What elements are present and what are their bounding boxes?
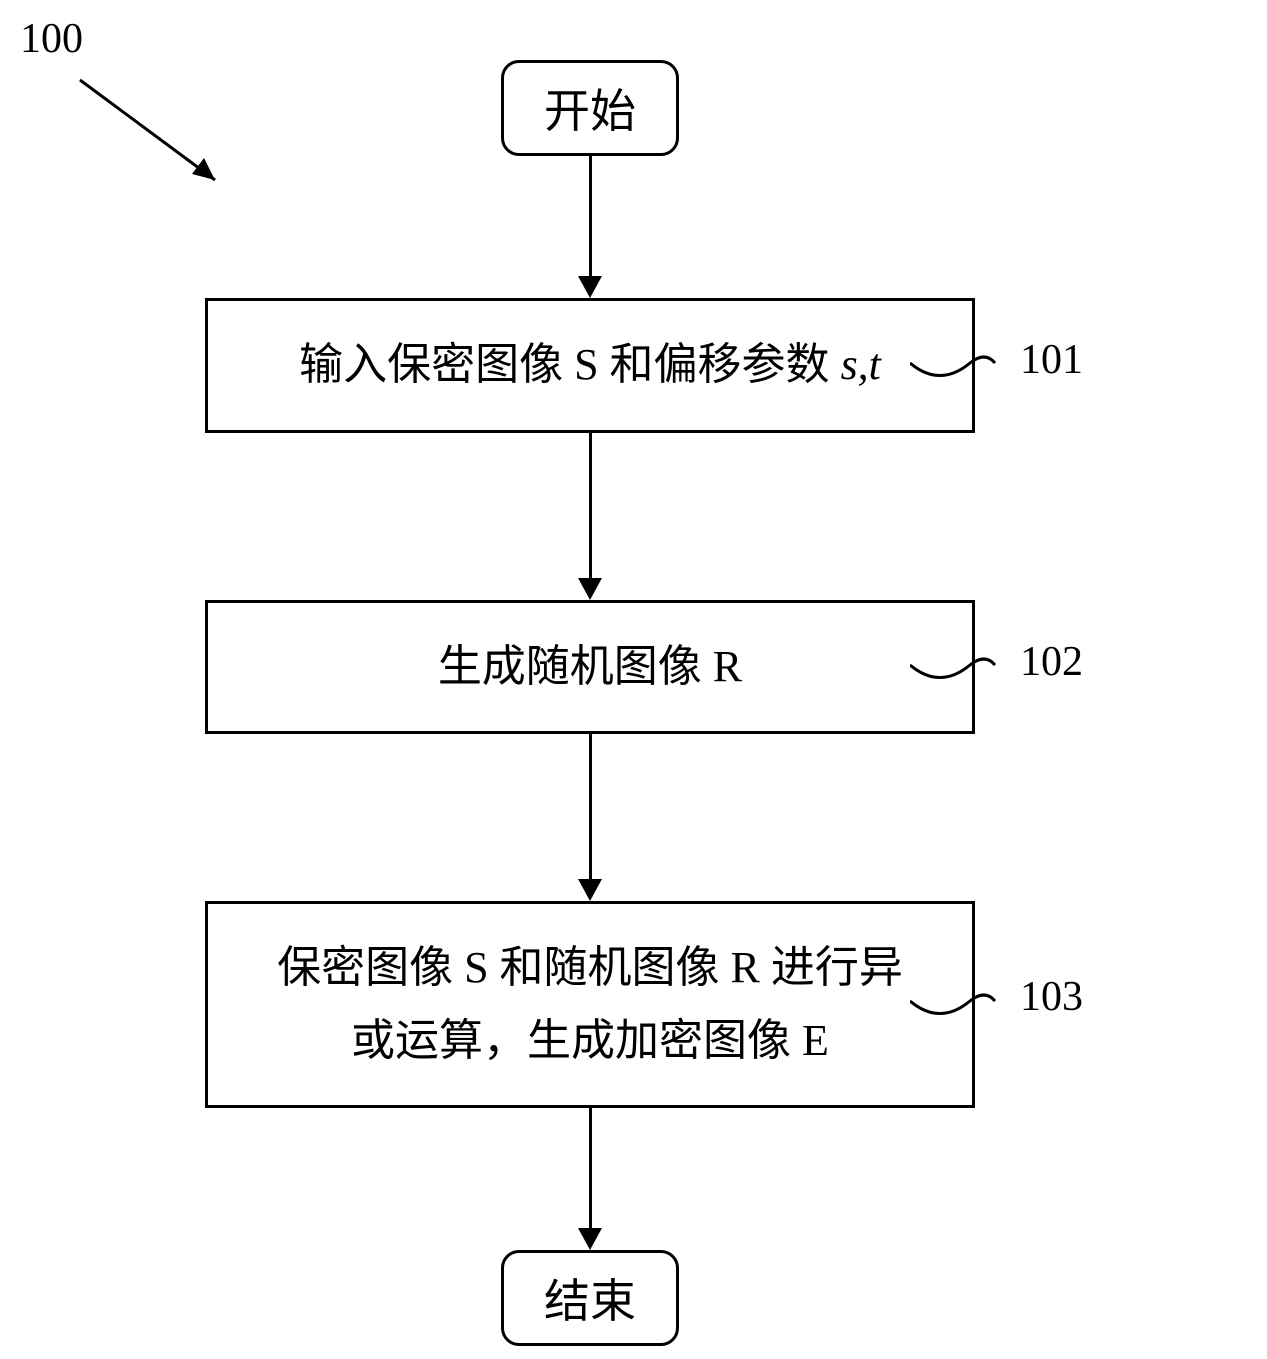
connector-line — [589, 433, 592, 578]
label-curve-103 — [910, 971, 1000, 1031]
step-103-line1: 保密图像 S 和随机图像 R 进行异 — [277, 943, 903, 992]
process-box-101: 输入保密图像 S 和偏移参数 s,t — [205, 298, 975, 433]
step-101-row: 输入保密图像 S 和偏移参数 s,t 101 — [140, 298, 1040, 433]
step-label-103: 103 — [1020, 973, 1083, 1021]
label-curve-101 — [910, 333, 1000, 393]
start-row: 开始 — [140, 60, 1040, 156]
connector-103-to-end — [140, 1108, 1040, 1250]
process-box-103: 保密图像 S 和随机图像 R 进行异 或运算，生成加密图像 E — [205, 901, 975, 1108]
connector-101-to-102 — [140, 433, 1040, 600]
flowchart-container: 开始 输入保密图像 S 和偏移参数 s,t 101 生成随机图像 R 102 保… — [140, 60, 1040, 1346]
step-102-row: 生成随机图像 R 102 — [140, 600, 1040, 735]
step-102-text: 生成随机图像 R — [438, 642, 742, 691]
step-label-102: 102 — [1020, 638, 1083, 686]
arrowhead-icon — [578, 578, 602, 600]
figure-reference-number: 100 — [20, 15, 83, 63]
connector-102-to-103 — [140, 734, 1040, 901]
step-label-101: 101 — [1020, 336, 1083, 384]
arrowhead-icon — [578, 1228, 602, 1250]
arrowhead-icon — [578, 879, 602, 901]
step-101-italic: s,t — [841, 340, 881, 389]
connector-start-to-101 — [140, 156, 1040, 298]
arrowhead-icon — [578, 276, 602, 298]
end-terminal: 结束 — [501, 1250, 679, 1346]
label-curve-102 — [910, 635, 1000, 695]
step-101-text: 输入保密图像 S 和偏移参数 — [299, 340, 840, 389]
connector-line — [589, 734, 592, 879]
connector-line — [589, 156, 592, 276]
end-row: 结束 — [140, 1250, 1040, 1346]
process-box-102: 生成随机图像 R — [205, 600, 975, 735]
step-103-line2: 或运算，生成加密图像 E — [351, 1016, 829, 1065]
step-103-row: 保密图像 S 和随机图像 R 进行异 或运算，生成加密图像 E 103 — [140, 901, 1040, 1108]
connector-line — [589, 1108, 592, 1228]
start-terminal: 开始 — [501, 60, 679, 156]
